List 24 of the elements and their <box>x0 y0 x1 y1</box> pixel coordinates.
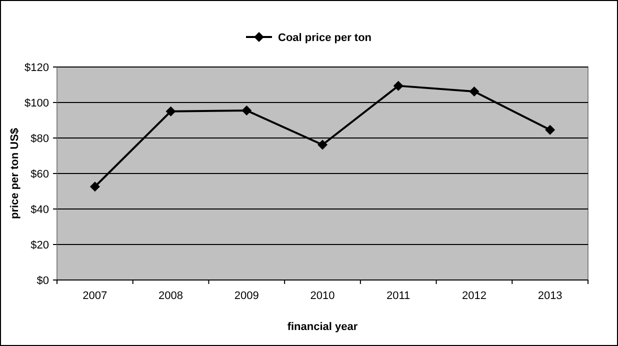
y-tick-label: $120 <box>24 62 49 74</box>
point <box>90 182 100 192</box>
x-axis-title: financial year <box>287 321 358 333</box>
x-tick-label: 2010 <box>310 290 335 302</box>
x-tick-label: 2009 <box>234 290 259 302</box>
point <box>166 106 176 116</box>
x-tick-label: 2011 <box>386 290 410 302</box>
legend-label: Coal price per ton <box>278 32 372 44</box>
point <box>242 105 252 116</box>
y-tick-label: $100 <box>24 97 49 110</box>
x-tick-label: 2007 <box>82 290 108 302</box>
x-tick-label: 2008 <box>158 290 184 302</box>
y-tick-label: $0 <box>36 274 49 287</box>
y-tick-label: $40 <box>30 204 49 216</box>
point <box>393 80 404 91</box>
y-tick-label: $60 <box>30 168 49 180</box>
x-tick-label: 2012 <box>462 290 486 302</box>
x-tick-label: 2013 <box>538 290 562 302</box>
y-axis-title: price per ton US$ <box>9 128 21 220</box>
point <box>545 124 556 135</box>
y-tick-label: $20 <box>30 239 49 252</box>
y-tick-label: $80 <box>30 132 49 145</box>
point <box>469 86 480 96</box>
point <box>318 140 328 150</box>
